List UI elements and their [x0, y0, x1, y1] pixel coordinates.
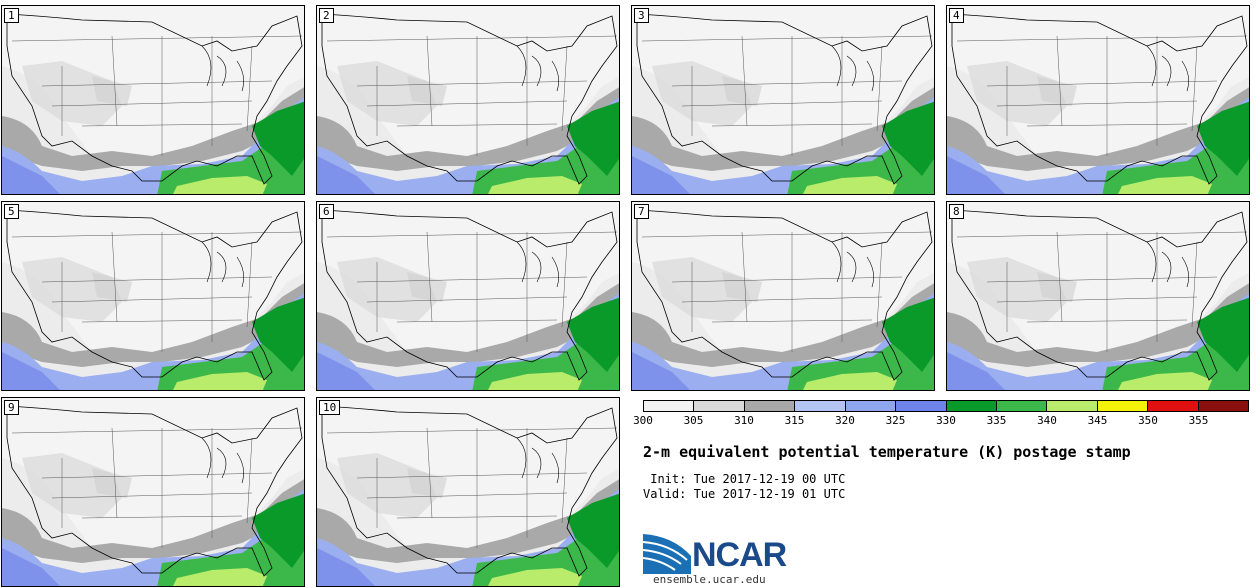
- colorbar-tick-label: 305: [683, 414, 704, 427]
- map-panel: 9: [1, 397, 305, 587]
- colorbar-swatch: [795, 401, 846, 411]
- colorbar: [643, 400, 1249, 412]
- colorbar-swatch: [996, 401, 1048, 411]
- colorbar-swatch: [744, 401, 796, 411]
- panel-number-label: 1: [4, 8, 19, 23]
- colorbar-swatch: [1148, 401, 1199, 411]
- colorbar-tick-label: 310: [734, 414, 754, 427]
- logo-text: NCAR: [692, 536, 787, 574]
- map-panel: 10: [316, 397, 620, 587]
- colorbar-tick-label: 345: [1087, 414, 1108, 427]
- colorbar-swatch: [1047, 401, 1098, 411]
- valid-time: Valid: Tue 2017-12-19 01 UTC: [643, 487, 846, 501]
- panel-number-label: 8: [949, 204, 964, 219]
- colorbar-tick-label: 340: [1037, 414, 1057, 427]
- colorbar-tick-label: 350: [1138, 414, 1158, 427]
- map-panel: 4: [946, 5, 1250, 195]
- panel-number-label: 4: [949, 8, 964, 23]
- panel-number-label: 9: [4, 400, 19, 415]
- colorbar-swatch: [1097, 401, 1149, 411]
- panel-number-label: 2: [319, 8, 334, 23]
- colorbar-swatch: [644, 401, 695, 411]
- map-panel: 5: [1, 201, 305, 391]
- map-panel: 1: [1, 5, 305, 195]
- map-panel: 3: [631, 5, 935, 195]
- logo-url[interactable]: ensemble.ucar.edu: [653, 573, 766, 586]
- colorbar-swatch: [896, 401, 947, 411]
- colorbar-tick-label: 335: [986, 414, 1007, 427]
- colorbar-tick-label: 325: [885, 414, 906, 427]
- colorbar-tick-label: 315: [784, 414, 805, 427]
- colorbar-tick-label: 330: [936, 414, 956, 427]
- colorbar-ticks: 300 305 310 315 320 325 330 335 340 345 350 355: [633, 414, 1249, 428]
- colorbar-swatch: [694, 401, 745, 411]
- panel-number-label: 6: [319, 204, 334, 219]
- init-time: Init: Tue 2017-12-19 00 UTC: [643, 472, 846, 486]
- colorbar-swatch: [1198, 401, 1249, 411]
- map-panel: 2: [316, 5, 620, 195]
- panel-number-label: 5: [4, 204, 19, 219]
- colorbar-tick-label: 355: [1188, 414, 1209, 427]
- plot-title: 2-m equivalent potential temperature (K)…: [643, 443, 1131, 461]
- colorbar-tick-label: 300: [633, 414, 653, 427]
- colorbar-swatch: [946, 401, 997, 411]
- panel-number-label: 10: [319, 400, 341, 415]
- map-panel: 6: [316, 201, 620, 391]
- panel-number-label: 3: [634, 8, 649, 23]
- map-panel: 7: [631, 201, 935, 391]
- map-panel: 8: [946, 201, 1250, 391]
- panel-number-label: 7: [634, 204, 649, 219]
- ncar-logo-icon: [643, 534, 691, 574]
- colorbar-tick-label: 320: [835, 414, 855, 427]
- colorbar-swatch: [845, 401, 897, 411]
